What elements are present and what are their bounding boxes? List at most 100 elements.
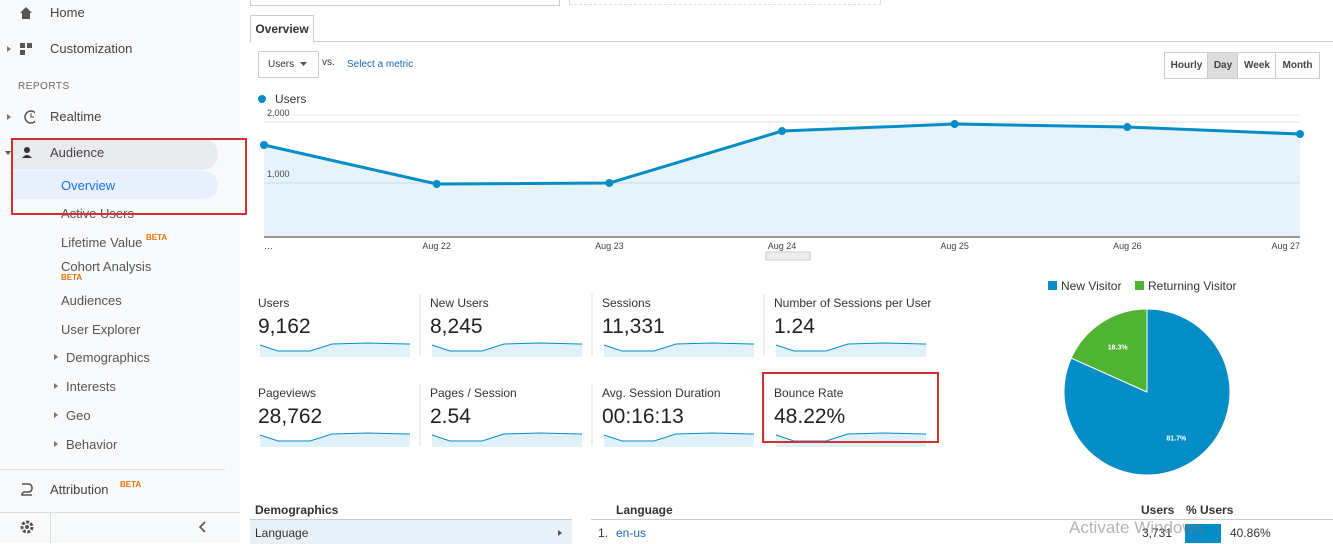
sparkline xyxy=(603,432,754,442)
beta-badge: BETA xyxy=(146,233,168,242)
sparkline-area xyxy=(260,343,410,357)
slice-label: 81.7% xyxy=(1166,435,1187,442)
nav-item[interactable]: Demographics xyxy=(66,350,150,365)
metric-name: Pageviews xyxy=(258,386,317,400)
metric-value: 8,245 xyxy=(430,315,483,338)
x-tick-label: Aug 23 xyxy=(595,241,624,251)
highlight-box xyxy=(11,138,247,215)
watermark: Activate Windows xyxy=(1069,518,1204,537)
nav-item[interactable]: Lifetime Value xyxy=(61,235,143,250)
granularity-button[interactable]: Month xyxy=(1275,52,1320,79)
metric-value: 48.22% xyxy=(774,405,846,428)
nav-item[interactable]: Behavior xyxy=(66,437,118,452)
search-box[interactable] xyxy=(250,0,560,6)
point xyxy=(1123,123,1132,132)
granularity-button[interactable]: Week xyxy=(1237,52,1277,79)
beta-badge: BETA xyxy=(61,273,83,282)
legend-marker xyxy=(258,95,266,103)
legend-swatch xyxy=(1135,281,1144,290)
resize-handle xyxy=(765,251,811,261)
nav-item[interactable]: Attribution xyxy=(50,482,109,497)
table-line xyxy=(591,519,1333,520)
select-metric[interactable]: Select a metric xyxy=(347,59,414,70)
legend-label: Returning Visitor xyxy=(1148,279,1237,293)
x-tick-label: Aug 27 xyxy=(1271,241,1300,251)
cell: 1. xyxy=(598,526,609,540)
nav-item[interactable]: Cohort Analysis xyxy=(61,259,152,274)
settings-icon[interactable] xyxy=(18,518,36,536)
sparkline xyxy=(259,342,410,352)
point xyxy=(950,120,959,129)
nav-item[interactable]: User Explorer xyxy=(61,322,141,337)
metric-value: 28,762 xyxy=(258,405,323,428)
metric-value: 2.54 xyxy=(430,405,471,428)
highlight-box xyxy=(762,372,939,443)
x-tick-label: Aug 25 xyxy=(940,241,969,251)
nav-item[interactable]: Realtime xyxy=(50,109,102,124)
metric-name: New Users xyxy=(430,296,489,310)
sparkline-area xyxy=(776,433,926,447)
point xyxy=(260,141,268,150)
nav-item[interactable]: Overview xyxy=(61,178,116,193)
granularity-button[interactable]: Day xyxy=(1207,52,1239,79)
metric-name: Bounce Rate xyxy=(774,386,844,400)
dimension-label: Language xyxy=(255,526,309,540)
vs-label: vs. xyxy=(322,57,335,68)
column-header: Language xyxy=(616,503,673,517)
column-header: Users xyxy=(1141,503,1175,517)
nav-item[interactable]: Audience xyxy=(50,145,105,160)
sparkline-area xyxy=(260,433,410,447)
cell: 3,731 xyxy=(1142,526,1173,540)
legend-label: Users xyxy=(275,92,306,106)
metric-value: 1.24 xyxy=(774,315,815,338)
home-icon xyxy=(20,7,32,19)
point xyxy=(778,127,786,136)
nav-item[interactable]: Interests xyxy=(66,379,116,394)
section-label: REPORTS xyxy=(18,81,70,92)
sparkline-area xyxy=(776,343,926,357)
sparkline xyxy=(603,342,754,352)
active-item xyxy=(12,171,218,199)
legend-label: New Visitor xyxy=(1061,279,1121,293)
divider xyxy=(0,512,240,513)
attribution-icon xyxy=(21,483,33,496)
cell-link[interactable]: en-us xyxy=(616,526,647,540)
metric-dropdown[interactable] xyxy=(258,51,319,78)
metric-value: 00:16:13 xyxy=(602,405,684,428)
nav-item[interactable]: Audiences xyxy=(61,293,122,308)
nav-item[interactable]: Customization xyxy=(50,41,133,56)
metric-value: 9,162 xyxy=(258,315,311,338)
metric-name: Users xyxy=(258,296,290,310)
nav-item[interactable]: Geo xyxy=(66,408,91,423)
point xyxy=(605,179,614,188)
customization-icon xyxy=(7,43,32,55)
beta-badge: BETA xyxy=(120,480,142,489)
sparkline-area xyxy=(432,433,582,447)
metric-name: Avg. Session Duration xyxy=(602,386,721,400)
sparkline xyxy=(775,342,926,352)
row-arrow xyxy=(558,530,562,536)
tab-line xyxy=(250,41,1333,42)
legend-swatch xyxy=(1048,281,1057,290)
x-tick-label: Aug 24 xyxy=(768,241,797,251)
divider xyxy=(50,512,51,543)
x-tick-label: … xyxy=(264,241,273,251)
slice-label: 18.3% xyxy=(1108,345,1129,352)
sparkline-area xyxy=(432,343,582,357)
collapse-button[interactable] xyxy=(196,519,210,535)
sparkline-area xyxy=(604,433,754,447)
dropdown-arrow xyxy=(300,62,307,66)
metric-name: Number of Sessions per User xyxy=(774,296,932,310)
cell: 40.86% xyxy=(1230,526,1271,540)
nav-item[interactable]: Home xyxy=(50,5,85,20)
audience-icon xyxy=(5,147,32,158)
active-group xyxy=(12,138,218,170)
x-tick-label: Aug 22 xyxy=(422,241,451,251)
table-title: Demographics xyxy=(255,503,339,517)
sparkline xyxy=(259,432,410,442)
y-tick-label: 2,000 xyxy=(267,108,290,118)
dimension-row[interactable] xyxy=(250,519,572,544)
tab[interactable]: Overview xyxy=(250,15,314,43)
